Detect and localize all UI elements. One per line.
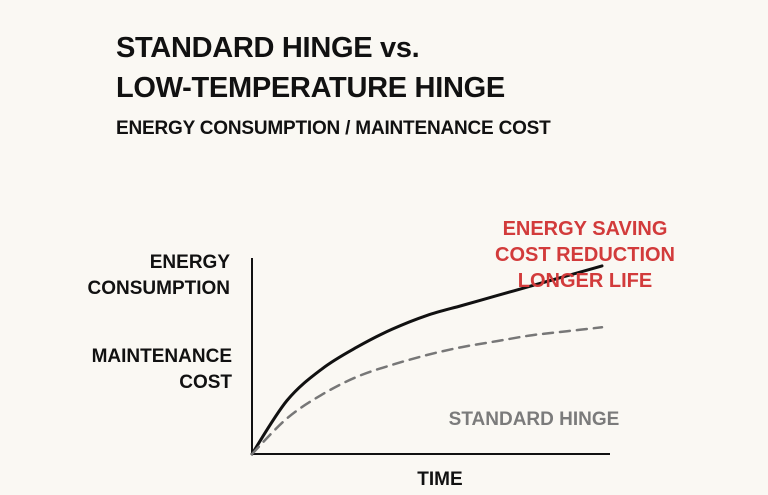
- title-line-1: STANDARD HINGE vs.: [116, 32, 420, 64]
- annotation-line-2: COST REDUCTION: [495, 244, 675, 266]
- y-label-energy-line-2: CONSUMPTION: [88, 278, 231, 299]
- y-label-maintenance-line-1: MAINTENANCE: [92, 346, 232, 367]
- series-line-standard-hinge: [250, 326, 604, 456]
- y-axis-label-maintenance: MAINTENANCE COST: [92, 346, 233, 393]
- benefit-annotation: ENERGY SAVING COST REDUCTION LONGER LIFE: [495, 218, 675, 292]
- y-label-maintenance-line-2: COST: [179, 372, 232, 393]
- series-line-low-temperature-hinge: [250, 264, 604, 456]
- chart-title: STANDARD HINGE vs. LOW-TEMPERATURE HINGE: [116, 28, 505, 108]
- annotation-line-3: LONGER LIFE: [518, 270, 652, 292]
- title-line-2: LOW-TEMPERATURE HINGE: [116, 72, 505, 104]
- series-label-standard-hinge: STANDARD HINGE: [449, 409, 620, 430]
- axes: [251, 258, 610, 455]
- annotation-line-1: ENERGY SAVING: [503, 218, 668, 240]
- chart-subtitle: ENERGY CONSUMPTION / MAINTENANCE COST: [116, 118, 551, 139]
- x-axis-label: TIME: [417, 469, 462, 490]
- y-axis-label-energy: ENERGY CONSUMPTION: [88, 252, 231, 299]
- y-label-energy-line-1: ENERGY: [150, 252, 231, 273]
- series-layer: [250, 264, 604, 456]
